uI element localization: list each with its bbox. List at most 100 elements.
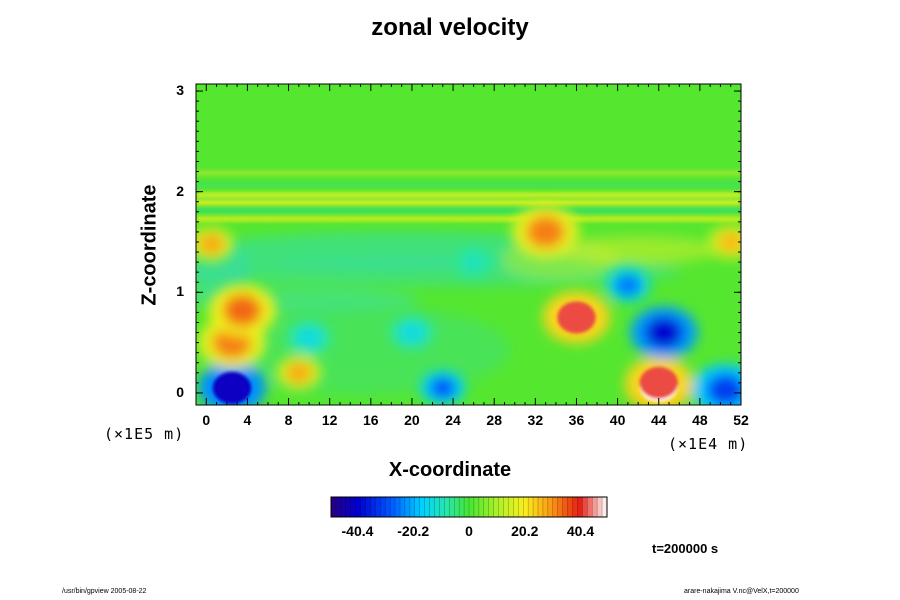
- colorbar-cell: [350, 497, 357, 517]
- colorbar-cell: [542, 497, 549, 517]
- colorbar-cell: [513, 497, 519, 517]
- feature-blob: [223, 294, 262, 327]
- x-tick-label: 48: [692, 412, 708, 428]
- feature-blob: [706, 373, 741, 405]
- colorbar-cell: [360, 497, 366, 517]
- feature-blob: [526, 215, 565, 248]
- x-tick-label: 8: [284, 412, 293, 428]
- z-unit-label: (×1E5 m): [104, 425, 185, 443]
- colorbar-cell: [602, 497, 608, 517]
- colorbar-cell: [464, 497, 470, 517]
- colorbar-tick-label: 20.2: [511, 523, 539, 539]
- plot-frame: [195, 83, 742, 406]
- colorbar-cell: [419, 497, 426, 517]
- feature-blob: [717, 231, 741, 253]
- feature-blob: [644, 316, 684, 349]
- colorbar-cell: [414, 497, 421, 517]
- colorbar-cell: [528, 497, 534, 517]
- colorbar-cell: [508, 497, 514, 517]
- x-tick-label: 24: [445, 412, 461, 428]
- feature-blob: [639, 366, 678, 399]
- colorbar-cell: [587, 497, 593, 517]
- colorbar-cell: [547, 497, 554, 517]
- colorbar-cell: [444, 497, 450, 517]
- colorbar-cell: [395, 497, 401, 517]
- colorbar-cell: [488, 497, 495, 517]
- feature-blob: [286, 362, 312, 384]
- feature-blob: [615, 274, 641, 296]
- colorbar-cell: [429, 497, 435, 517]
- x-tick-label: 16: [363, 412, 379, 428]
- colorbar-frame: [330, 496, 608, 518]
- colorbar-cell: [493, 497, 499, 517]
- colorbar-cell: [503, 497, 509, 517]
- colorbar-cell: [473, 497, 480, 517]
- footer-left: /usr/bin/gpview 2005-08-22: [62, 588, 147, 595]
- y-axis-label: Z-coordinate: [138, 184, 161, 306]
- colorbar-cell: [400, 497, 406, 517]
- x-unit-label: (×1E4 m): [668, 435, 749, 453]
- colorbar-cell: [345, 497, 352, 517]
- x-tick-label: 32: [527, 412, 544, 428]
- colorbar-cell: [454, 497, 460, 517]
- colorbar-cell: [518, 497, 524, 517]
- colorbar-cell: [390, 497, 396, 517]
- y-tick-label: 2: [176, 182, 184, 199]
- feature-blob: [296, 327, 322, 348]
- x-tick-label: 4: [243, 412, 252, 428]
- colorbar-cell: [434, 497, 440, 517]
- feature-blob: [399, 322, 425, 343]
- colorbar-cell: [380, 497, 386, 517]
- colorbar-cell: [409, 497, 416, 517]
- y-tick-label: 3: [176, 82, 184, 99]
- x-tick-label: 52: [733, 412, 749, 428]
- colorbar-cell: [370, 497, 376, 517]
- chart-title: zonal velocity: [371, 14, 529, 41]
- colorbar-cell: [335, 497, 342, 517]
- colorbar: [330, 496, 608, 518]
- feature-blob: [429, 377, 456, 399]
- x-tick-label: 44: [650, 412, 667, 428]
- colorbar-cell: [478, 497, 485, 517]
- footer-right: arare-nakajima V.nc@VelX,t=200000: [684, 588, 799, 595]
- colorbar-cell: [533, 497, 539, 517]
- colorbar-cell: [449, 497, 455, 517]
- colorbar-cell: [340, 497, 347, 517]
- colorbar-cell: [567, 497, 573, 517]
- colorbar-cell: [459, 497, 465, 517]
- x-tick-label: 12: [321, 412, 338, 428]
- colorbar-cell: [523, 497, 529, 517]
- colorbar-cell: [365, 497, 371, 517]
- x-tick-label: 0: [202, 412, 211, 428]
- colorbar-cell: [375, 497, 381, 517]
- y-tick-label: 1: [176, 283, 184, 300]
- x-tick-label: 28: [486, 412, 502, 428]
- colorbar-cell: [562, 497, 568, 517]
- feature-blob: [460, 251, 487, 273]
- colorbar-cell: [483, 497, 490, 517]
- colorbar-cell: [331, 497, 337, 517]
- feature-blob: [212, 371, 252, 404]
- colorbar-tick-label: 40.4: [566, 523, 595, 539]
- colorbar-cell: [355, 497, 361, 517]
- colorbar-cell: [557, 497, 564, 517]
- feature-blob: [198, 233, 225, 255]
- colorbar-tick-label: -40.4: [341, 523, 374, 539]
- x-tick-label: 36: [568, 412, 585, 428]
- colorbar-cell: [592, 497, 598, 517]
- colorbar-cell: [404, 497, 411, 517]
- feature-blob: [557, 301, 596, 334]
- x-tick-label: 20: [404, 412, 420, 428]
- colorbar-cell: [424, 497, 430, 517]
- colorbar-tick-label: 0: [465, 523, 473, 539]
- colorbar-cell: [597, 497, 603, 517]
- colorbar-cell: [572, 497, 578, 517]
- colorbar-cell: [469, 497, 475, 517]
- x-axis-label: X-coordinate: [388, 459, 512, 481]
- x-tick-label: 40: [609, 412, 626, 428]
- colorbar-cell: [582, 497, 588, 517]
- colorbar-cell: [385, 497, 391, 517]
- time-label: t=200000 s: [652, 541, 719, 556]
- colorbar-cell: [552, 497, 559, 517]
